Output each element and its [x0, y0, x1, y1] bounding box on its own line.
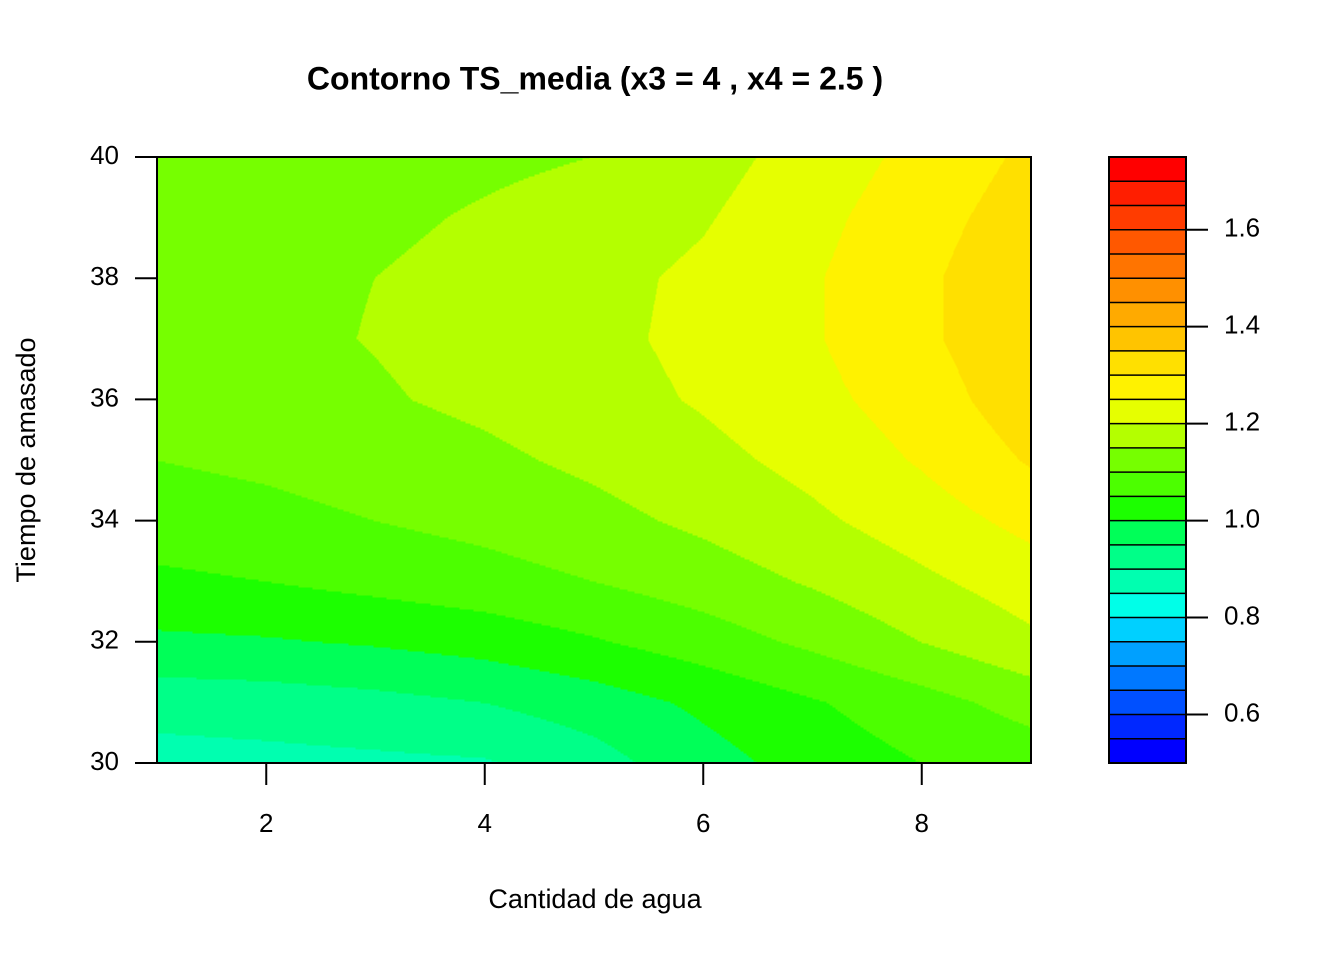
- colorbar-bin: [1109, 472, 1186, 497]
- y-tick-label: 38: [90, 261, 119, 291]
- y-tick-label: 34: [90, 503, 119, 533]
- x-tick-label: 2: [259, 808, 273, 838]
- colorbar-bin: [1109, 690, 1186, 715]
- y-tick-label: 36: [90, 382, 119, 412]
- colorbar-bin: [1109, 350, 1186, 376]
- y-tick-label: 30: [90, 746, 119, 776]
- colorbar-bin: [1109, 278, 1186, 303]
- colorbar-bin: [1109, 375, 1186, 400]
- x-tick-label: 6: [696, 808, 710, 838]
- contour-bands: [156, 156, 1032, 764]
- plot-frame: [156, 156, 1032, 764]
- colorbar-bin: [1109, 520, 1186, 545]
- colorbar-bin: [1109, 641, 1186, 667]
- colorbar-tick-label: 1.4: [1224, 310, 1260, 340]
- colorbar-bin: [1109, 617, 1186, 642]
- colorbar-bin: [1109, 569, 1186, 594]
- colorbar-tick-label: 0.6: [1224, 697, 1260, 727]
- colorbar-bin: [1109, 666, 1186, 691]
- colorbar-bin: [1109, 714, 1186, 739]
- colorbar-bin: [1109, 181, 1186, 206]
- colorbar-tick-label: 0.8: [1224, 600, 1260, 630]
- colorbar-bin: [1109, 738, 1186, 763]
- colorbar-bin: [1109, 302, 1186, 327]
- colorbar-bin: [1109, 447, 1186, 473]
- colorbar-tick-label: 1.6: [1224, 213, 1260, 243]
- colorbar-bin: [1109, 326, 1186, 351]
- chart-title: Contorno TS_media (x3 = 4 , x4 = 2.5 ): [307, 60, 883, 96]
- x-axis-label: Cantidad de agua: [488, 884, 702, 914]
- x-tick-label: 8: [915, 808, 929, 838]
- colorbar-bin: [1109, 229, 1186, 254]
- colorbar-bin: [1109, 544, 1186, 570]
- colorbar-bin: [1109, 205, 1186, 230]
- colorbar-bin: [1109, 423, 1186, 448]
- y-axis-label: Tiempo de amasado: [11, 337, 41, 582]
- colorbar-bin: [1109, 496, 1186, 521]
- colorbar-tick-label: 1.0: [1224, 503, 1260, 533]
- x-tick-label: 4: [478, 808, 492, 838]
- y-tick-label: 40: [90, 140, 119, 170]
- colorbar-bin: [1109, 253, 1186, 279]
- colorbar-bin: [1109, 593, 1186, 618]
- y-tick-label: 32: [90, 625, 119, 655]
- colorbar-frame: [1108, 156, 1187, 764]
- colorbar-bin: [1109, 157, 1186, 182]
- colorbar-tick-label: 1.2: [1224, 407, 1260, 437]
- colorbar-bin: [1109, 399, 1186, 424]
